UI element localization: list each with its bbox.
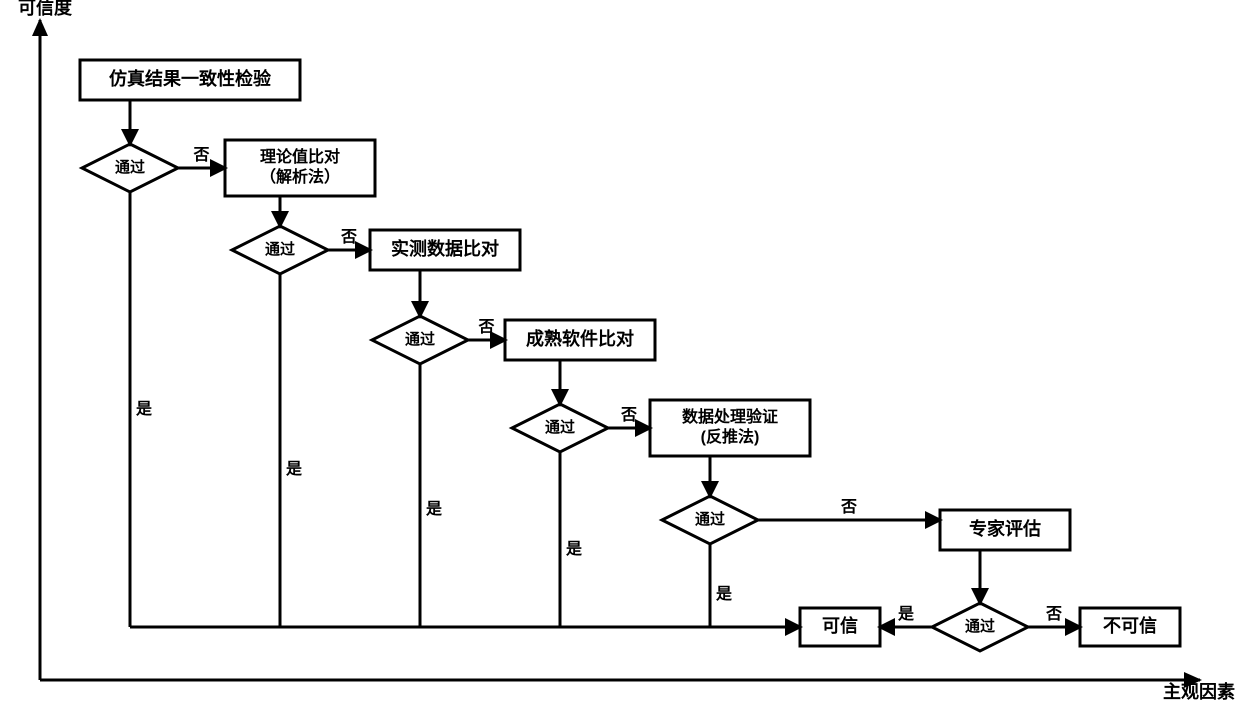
svg-text:是: 是: [897, 605, 914, 623]
svg-text:否: 否: [340, 228, 357, 246]
svg-text:是: 是: [135, 400, 152, 418]
svg-text:否: 否: [192, 146, 209, 164]
svg-text:否: 否: [840, 498, 857, 516]
svg-text:可信度: 可信度: [18, 0, 73, 18]
box-b5-label: (反推法): [701, 427, 760, 446]
box-b6-label: 专家评估: [969, 518, 1041, 539]
diamond-d4-label: 通过: [545, 418, 575, 436]
box-b4-label: 成熟软件比对: [526, 328, 634, 349]
svg-text:否: 否: [620, 406, 637, 424]
box-b3-label: 实测数据比对: [391, 238, 499, 259]
svg-text:否: 否: [477, 318, 494, 336]
box-b2-label: 理论值比对: [260, 147, 340, 166]
svg-text:是: 是: [425, 500, 442, 518]
flowchart-canvas: 可信度主观因素 仿真结果一致性检验理论值比对（解析法） 实测数据比对成熟软件比对数据…: [0, 0, 1240, 704]
svg-text:是: 是: [715, 585, 732, 603]
diamond-d6-label: 通过: [965, 617, 995, 635]
svg-text:主观因素: 主观因素: [1163, 681, 1235, 702]
svg-text:是: 是: [565, 540, 582, 558]
svg-text:否: 否: [1045, 605, 1062, 623]
diamond-d3-label: 通过: [405, 330, 435, 348]
box-b5-label: 数据处理验证: [682, 407, 778, 426]
svg-text:是: 是: [285, 460, 302, 478]
box-b1-label: 仿真结果一致性检验: [109, 68, 272, 89]
diamond-d5-label: 通过: [695, 510, 725, 528]
diamond-d2-label: 通过: [265, 240, 295, 258]
diamond-d1-label: 通过: [115, 158, 145, 176]
box-credible-label: 可信: [822, 615, 858, 636]
box-incredible-label: 不可信: [1103, 615, 1157, 636]
box-b2-label: （解析法）: [260, 167, 340, 186]
